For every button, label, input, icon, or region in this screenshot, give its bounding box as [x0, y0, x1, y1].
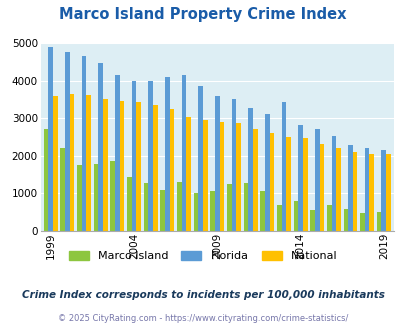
Bar — [65, 52, 69, 231]
Bar — [115, 75, 119, 231]
Bar — [143, 183, 148, 231]
Legend: Marco Island, Florida, National: Marco Island, Florida, National — [64, 247, 341, 266]
Bar — [214, 96, 219, 231]
Bar — [369, 154, 373, 231]
Bar — [276, 205, 281, 231]
Bar — [359, 213, 364, 231]
Bar — [314, 129, 319, 231]
Bar — [243, 183, 247, 231]
Bar — [164, 77, 169, 231]
Bar — [127, 177, 131, 231]
Bar — [226, 184, 231, 231]
Bar — [376, 212, 381, 231]
Bar — [60, 148, 65, 231]
Bar — [93, 164, 98, 231]
Bar — [98, 63, 102, 231]
Bar — [286, 137, 290, 231]
Bar — [160, 190, 164, 231]
Text: Crime Index corresponds to incidents per 100,000 inhabitants: Crime Index corresponds to incidents per… — [21, 290, 384, 300]
Bar — [153, 105, 157, 231]
Bar — [48, 47, 53, 231]
Bar — [186, 117, 190, 231]
Bar — [210, 191, 214, 231]
Bar — [352, 151, 357, 231]
Bar — [43, 129, 48, 231]
Bar — [381, 150, 385, 231]
Bar — [319, 144, 323, 231]
Text: © 2025 CityRating.com - https://www.cityrating.com/crime-statistics/: © 2025 CityRating.com - https://www.city… — [58, 314, 347, 323]
Bar — [110, 161, 115, 231]
Bar — [69, 94, 74, 231]
Bar — [131, 81, 136, 231]
Bar — [347, 145, 352, 231]
Bar — [202, 120, 207, 231]
Bar — [181, 75, 186, 231]
Bar — [231, 99, 236, 231]
Bar — [281, 102, 286, 231]
Bar — [252, 129, 257, 231]
Bar — [331, 136, 335, 231]
Bar — [247, 108, 252, 231]
Bar — [385, 154, 390, 231]
Bar — [364, 148, 369, 231]
Bar — [236, 123, 240, 231]
Text: Marco Island Property Crime Index: Marco Island Property Crime Index — [59, 7, 346, 21]
Bar — [302, 138, 307, 231]
Bar — [269, 133, 273, 231]
Bar — [326, 205, 331, 231]
Bar — [81, 56, 86, 231]
Bar — [297, 125, 302, 231]
Bar — [219, 122, 224, 231]
Bar — [264, 115, 269, 231]
Bar — [260, 191, 264, 231]
Bar — [193, 193, 198, 231]
Bar — [77, 165, 81, 231]
Bar — [53, 96, 58, 231]
Bar — [86, 95, 91, 231]
Bar — [343, 209, 347, 231]
Bar — [148, 81, 153, 231]
Bar — [309, 210, 314, 231]
Bar — [136, 102, 141, 231]
Bar — [177, 182, 181, 231]
Bar — [335, 148, 340, 231]
Bar — [102, 99, 107, 231]
Bar — [119, 101, 124, 231]
Bar — [293, 201, 297, 231]
Bar — [169, 109, 174, 231]
Bar — [198, 86, 202, 231]
